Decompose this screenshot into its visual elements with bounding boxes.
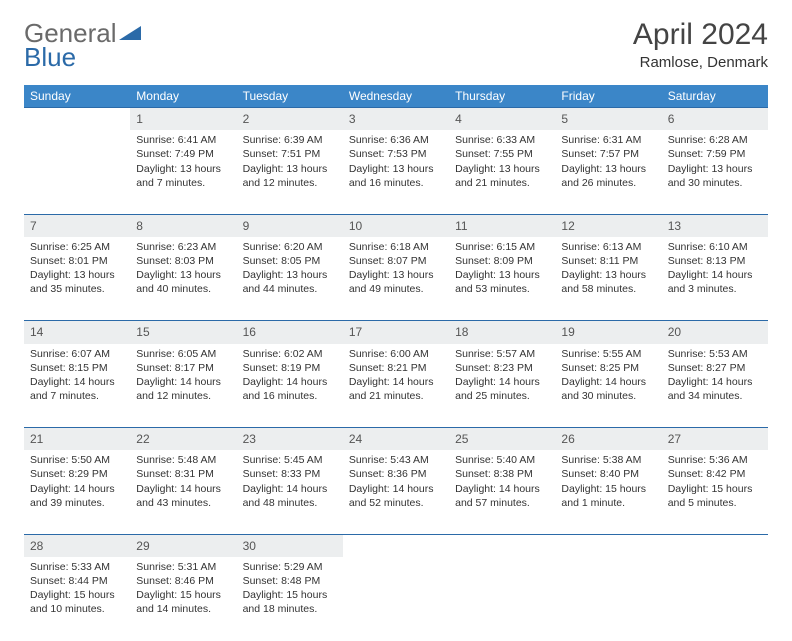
- day-number-cell: 1: [130, 108, 236, 131]
- day-number-cell: [343, 534, 449, 557]
- day-details-cell: Sunrise: 5:55 AMSunset: 8:25 PMDaylight:…: [555, 344, 661, 428]
- day-details-cell: Sunrise: 6:39 AMSunset: 7:51 PMDaylight:…: [237, 130, 343, 214]
- day-details-cell: Sunrise: 6:41 AMSunset: 7:49 PMDaylight:…: [130, 130, 236, 214]
- day-number-cell: 18: [449, 321, 555, 344]
- day-number-cell: 3: [343, 108, 449, 131]
- day-header: Saturday: [662, 85, 768, 108]
- day-details-cell: Sunrise: 6:23 AMSunset: 8:03 PMDaylight:…: [130, 237, 236, 321]
- day-number-cell: 13: [662, 214, 768, 237]
- day-number-cell: 10: [343, 214, 449, 237]
- day-details-cell: [449, 557, 555, 641]
- day-details-cell: Sunrise: 6:10 AMSunset: 8:13 PMDaylight:…: [662, 237, 768, 321]
- day-number-cell: 30: [237, 534, 343, 557]
- day-details-cell: Sunrise: 5:31 AMSunset: 8:46 PMDaylight:…: [130, 557, 236, 641]
- calendar-body: 123456 Sunrise: 6:41 AMSunset: 7:49 PMDa…: [24, 108, 768, 641]
- day-number-cell: 14: [24, 321, 130, 344]
- day-number-cell: 22: [130, 428, 236, 451]
- day-header: Sunday: [24, 85, 130, 108]
- day-details-cell: [24, 130, 130, 214]
- day-number-cell: 7: [24, 214, 130, 237]
- daynum-row: 14151617181920: [24, 321, 768, 344]
- day-number-cell: 21: [24, 428, 130, 451]
- daynum-row: 123456: [24, 108, 768, 131]
- month-title: April 2024: [633, 18, 768, 52]
- daynum-row: 282930: [24, 534, 768, 557]
- day-details-cell: Sunrise: 6:07 AMSunset: 8:15 PMDaylight:…: [24, 344, 130, 428]
- day-details-cell: Sunrise: 6:18 AMSunset: 8:07 PMDaylight:…: [343, 237, 449, 321]
- details-row: Sunrise: 6:41 AMSunset: 7:49 PMDaylight:…: [24, 130, 768, 214]
- day-number-cell: 8: [130, 214, 236, 237]
- day-details-cell: Sunrise: 6:05 AMSunset: 8:17 PMDaylight:…: [130, 344, 236, 428]
- day-number-cell: 19: [555, 321, 661, 344]
- day-number-cell: 2: [237, 108, 343, 131]
- day-header: Monday: [130, 85, 236, 108]
- day-number-cell: [449, 534, 555, 557]
- day-details-cell: Sunrise: 6:28 AMSunset: 7:59 PMDaylight:…: [662, 130, 768, 214]
- day-details-cell: Sunrise: 5:40 AMSunset: 8:38 PMDaylight:…: [449, 450, 555, 534]
- day-number-cell: 6: [662, 108, 768, 131]
- daynum-row: 78910111213: [24, 214, 768, 237]
- day-number-cell: 15: [130, 321, 236, 344]
- header: General April 2024 Ramlose, Denmark: [24, 18, 768, 71]
- day-details-cell: Sunrise: 5:36 AMSunset: 8:42 PMDaylight:…: [662, 450, 768, 534]
- day-details-cell: Sunrise: 6:00 AMSunset: 8:21 PMDaylight:…: [343, 344, 449, 428]
- day-details-cell: Sunrise: 6:31 AMSunset: 7:57 PMDaylight:…: [555, 130, 661, 214]
- day-number-cell: [662, 534, 768, 557]
- day-number-cell: [24, 108, 130, 131]
- details-row: Sunrise: 5:33 AMSunset: 8:44 PMDaylight:…: [24, 557, 768, 641]
- day-number-cell: 12: [555, 214, 661, 237]
- day-details-cell: Sunrise: 5:48 AMSunset: 8:31 PMDaylight:…: [130, 450, 236, 534]
- day-details-cell: Sunrise: 6:13 AMSunset: 8:11 PMDaylight:…: [555, 237, 661, 321]
- day-header: Thursday: [449, 85, 555, 108]
- day-details-cell: Sunrise: 6:02 AMSunset: 8:19 PMDaylight:…: [237, 344, 343, 428]
- day-number-cell: 23: [237, 428, 343, 451]
- day-number-cell: 9: [237, 214, 343, 237]
- day-number-cell: 16: [237, 321, 343, 344]
- calendar-table: SundayMondayTuesdayWednesdayThursdayFrid…: [24, 85, 768, 641]
- day-details-cell: [555, 557, 661, 641]
- day-details-cell: Sunrise: 5:50 AMSunset: 8:29 PMDaylight:…: [24, 450, 130, 534]
- details-row: Sunrise: 6:25 AMSunset: 8:01 PMDaylight:…: [24, 237, 768, 321]
- title-block: April 2024 Ramlose, Denmark: [633, 18, 768, 71]
- day-number-cell: 25: [449, 428, 555, 451]
- logo-word2: Blue: [24, 42, 76, 73]
- day-details-cell: Sunrise: 5:43 AMSunset: 8:36 PMDaylight:…: [343, 450, 449, 534]
- day-details-cell: Sunrise: 5:45 AMSunset: 8:33 PMDaylight:…: [237, 450, 343, 534]
- day-header: Friday: [555, 85, 661, 108]
- day-details-cell: Sunrise: 6:25 AMSunset: 8:01 PMDaylight:…: [24, 237, 130, 321]
- day-number-cell: 5: [555, 108, 661, 131]
- details-row: Sunrise: 5:50 AMSunset: 8:29 PMDaylight:…: [24, 450, 768, 534]
- day-details-cell: Sunrise: 5:29 AMSunset: 8:48 PMDaylight:…: [237, 557, 343, 641]
- day-header: Tuesday: [237, 85, 343, 108]
- day-details-cell: Sunrise: 6:36 AMSunset: 7:53 PMDaylight:…: [343, 130, 449, 214]
- day-number-cell: 11: [449, 214, 555, 237]
- day-details-cell: Sunrise: 5:57 AMSunset: 8:23 PMDaylight:…: [449, 344, 555, 428]
- day-details-cell: Sunrise: 6:33 AMSunset: 7:55 PMDaylight:…: [449, 130, 555, 214]
- daynum-row: 21222324252627: [24, 428, 768, 451]
- day-details-cell: [343, 557, 449, 641]
- day-number-cell: 27: [662, 428, 768, 451]
- day-number-cell: 29: [130, 534, 236, 557]
- day-number-cell: 4: [449, 108, 555, 131]
- logo-triangle-icon: [119, 18, 141, 49]
- day-number-cell: 20: [662, 321, 768, 344]
- day-details-cell: Sunrise: 5:53 AMSunset: 8:27 PMDaylight:…: [662, 344, 768, 428]
- day-details-cell: Sunrise: 5:38 AMSunset: 8:40 PMDaylight:…: [555, 450, 661, 534]
- details-row: Sunrise: 6:07 AMSunset: 8:15 PMDaylight:…: [24, 344, 768, 428]
- day-number-cell: [555, 534, 661, 557]
- day-details-cell: Sunrise: 6:20 AMSunset: 8:05 PMDaylight:…: [237, 237, 343, 321]
- day-number-cell: 17: [343, 321, 449, 344]
- day-number-cell: 26: [555, 428, 661, 451]
- day-number-cell: 24: [343, 428, 449, 451]
- day-details-cell: Sunrise: 6:15 AMSunset: 8:09 PMDaylight:…: [449, 237, 555, 321]
- day-number-cell: 28: [24, 534, 130, 557]
- day-header-row: SundayMondayTuesdayWednesdayThursdayFrid…: [24, 85, 768, 108]
- day-header: Wednesday: [343, 85, 449, 108]
- day-details-cell: [662, 557, 768, 641]
- day-details-cell: Sunrise: 5:33 AMSunset: 8:44 PMDaylight:…: [24, 557, 130, 641]
- location: Ramlose, Denmark: [633, 54, 768, 71]
